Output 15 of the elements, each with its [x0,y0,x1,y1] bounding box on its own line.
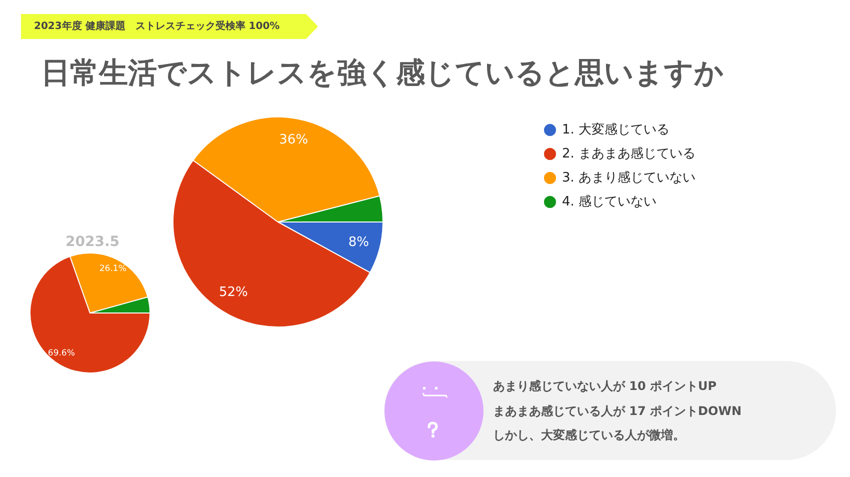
legend-label: 4. 感じていない [562,194,657,210]
text: まあまあ感じている人が 17 ポイントDOWN [493,402,742,420]
text: あまり感じていない人が 10 ポイントUP [493,378,717,395]
legend-label: 2. まあまあ感じている [562,146,696,162]
chart-title: 2023.5 [65,234,120,250]
text: しかし、大変感じている人が微増。 [493,427,685,444]
legend-label: 1. 大変感じている [562,122,670,138]
chart-title: 日常生活でストレスを強く感じていると思いますか [41,56,724,90]
data-label: 69.6% [48,348,75,358]
legend-label: 3. あまり感じていない [562,170,696,186]
data-label: 8% [348,235,369,250]
data-label: 52% [218,284,248,300]
data-label: 26.1% [99,264,126,274]
chart-subtitle: 2023年度 健康課題 ストレスチェック受検率 100% [34,19,280,34]
data-label: 36% [279,132,308,148]
